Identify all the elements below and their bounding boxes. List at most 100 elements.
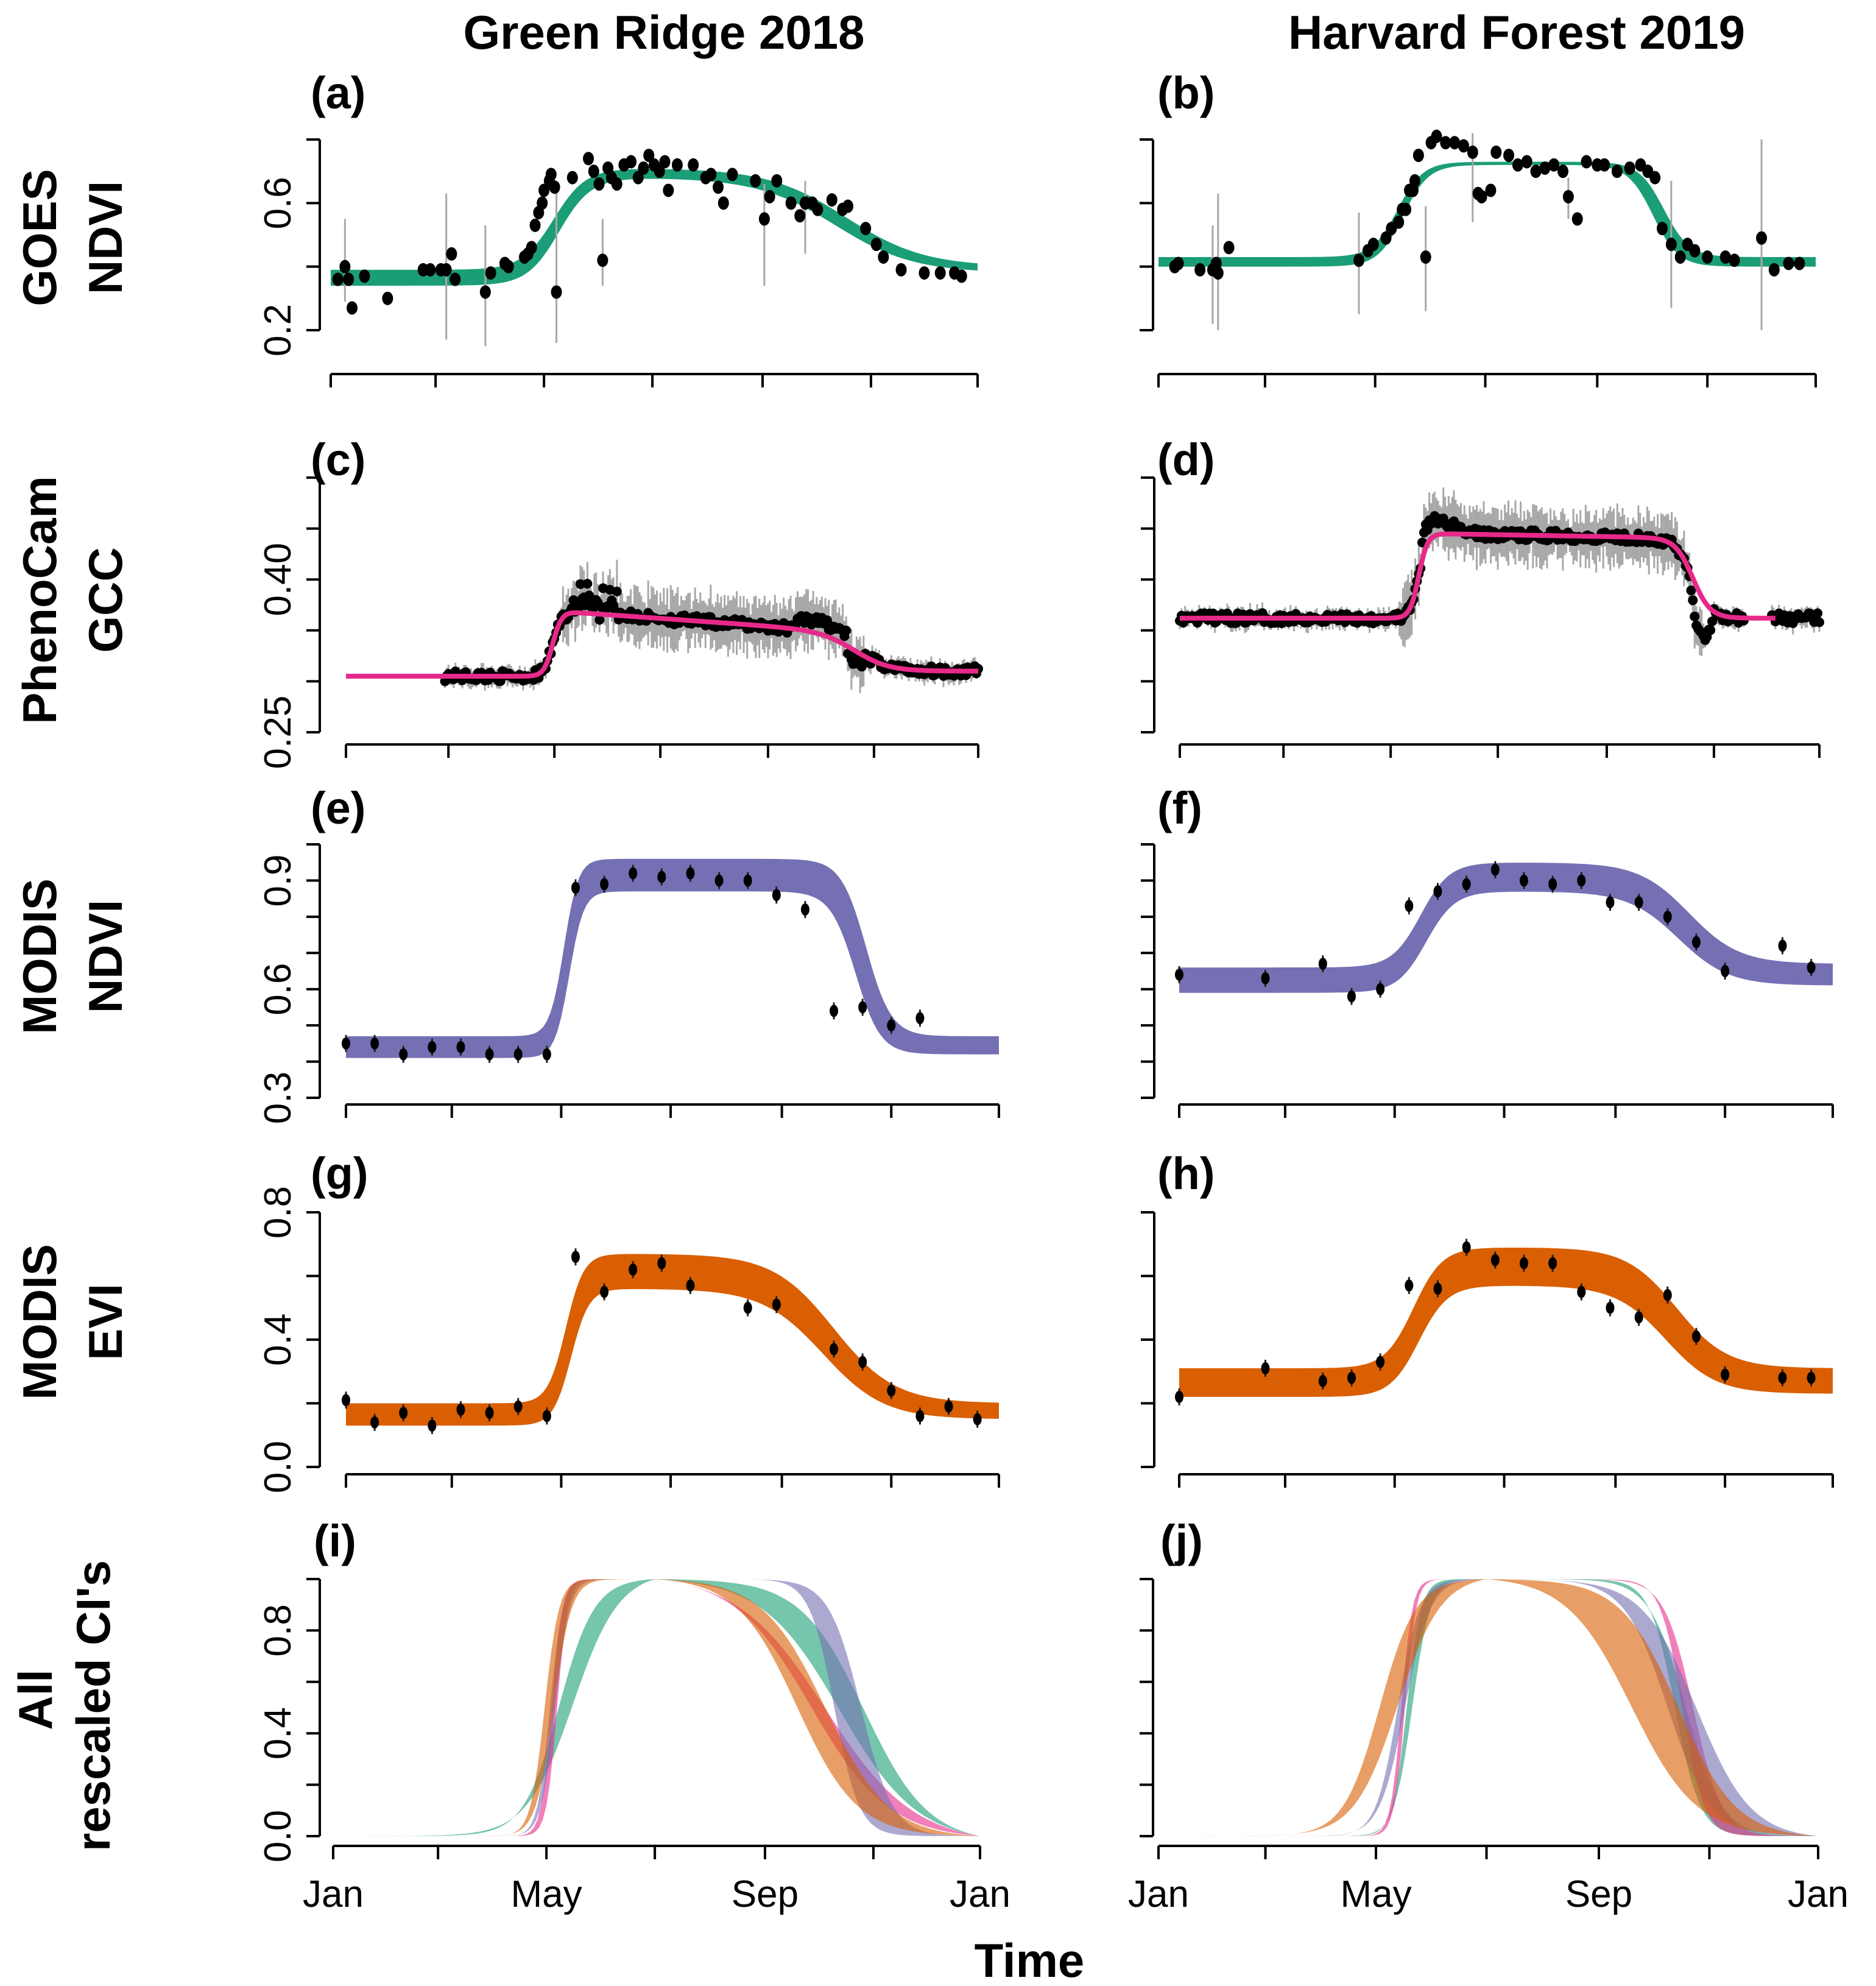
data-point bbox=[542, 1048, 551, 1061]
row-label-line2: NDVI bbox=[79, 900, 132, 1013]
data-point bbox=[479, 285, 491, 299]
data-point bbox=[399, 1407, 408, 1419]
data-point bbox=[870, 238, 882, 252]
data-point bbox=[513, 1048, 523, 1061]
x-tick-label: Jan bbox=[950, 1873, 1010, 1915]
data-point bbox=[1347, 1371, 1356, 1384]
data-point bbox=[1412, 149, 1424, 163]
data-point bbox=[1577, 874, 1586, 887]
data-point bbox=[934, 266, 946, 280]
data-point bbox=[1380, 231, 1392, 245]
y-tick-label: 0.6 bbox=[257, 963, 299, 1016]
data-point bbox=[1405, 900, 1414, 913]
y-tick-label: 0.6 bbox=[257, 177, 299, 229]
data-point bbox=[657, 871, 666, 883]
data-point bbox=[513, 1400, 523, 1413]
data-point bbox=[657, 1257, 666, 1270]
data-point bbox=[428, 1419, 437, 1432]
data-point bbox=[887, 1384, 896, 1397]
data-point bbox=[714, 874, 724, 887]
ci-band-modis-ndvi bbox=[367, 1579, 980, 1836]
y-tick-label: 0.4 bbox=[257, 1707, 299, 1759]
data-point bbox=[1512, 158, 1523, 172]
data-point bbox=[638, 161, 649, 175]
data-point bbox=[826, 193, 838, 207]
data-point bbox=[1376, 1355, 1385, 1368]
data-point bbox=[1663, 910, 1672, 923]
data-point bbox=[764, 189, 775, 203]
data-point bbox=[1663, 1288, 1672, 1301]
data-point bbox=[1172, 256, 1184, 270]
data-point bbox=[1665, 238, 1677, 252]
data-point bbox=[1449, 136, 1461, 150]
panel-c: (c) 0.25 0.40 bbox=[257, 434, 983, 769]
panel-j: (j) Jan May Sep Jan bbox=[1128, 1516, 1849, 1915]
data-point bbox=[551, 285, 562, 299]
panel-f: (f) bbox=[1141, 783, 1834, 1118]
data-point bbox=[1691, 1330, 1701, 1343]
data-point bbox=[1490, 863, 1500, 876]
data-point bbox=[1548, 158, 1560, 172]
y-tick-label: 0.8 bbox=[257, 1186, 299, 1239]
data-point bbox=[425, 263, 436, 277]
x-tick-label: Sep bbox=[1565, 1873, 1632, 1915]
confidence-band bbox=[1179, 1248, 1833, 1397]
panel-label: (j) bbox=[1160, 1516, 1203, 1566]
ci-band-modis-ndvi bbox=[1193, 1579, 1818, 1836]
row-label-line1: MODIS bbox=[13, 1244, 66, 1400]
y-tick-label: 0.4 bbox=[257, 1313, 299, 1366]
data-point bbox=[1376, 983, 1385, 995]
data-point bbox=[1548, 878, 1557, 891]
data-point bbox=[1688, 595, 1698, 606]
data-point bbox=[663, 183, 674, 197]
fitted-line bbox=[346, 610, 978, 679]
row-label-modis-ndvi: MODIS NDVI bbox=[13, 878, 132, 1034]
data-point bbox=[1624, 161, 1635, 175]
row-label-line2: NDVI bbox=[79, 181, 132, 294]
data-point bbox=[632, 171, 644, 185]
data-point bbox=[915, 1410, 925, 1422]
data-point bbox=[597, 253, 608, 267]
y-tick-label: 0.0 bbox=[257, 1441, 299, 1493]
data-point bbox=[1433, 885, 1442, 898]
data-point bbox=[359, 269, 370, 283]
y-tick-label: 0.9 bbox=[257, 854, 299, 906]
data-point bbox=[895, 263, 907, 277]
data-point bbox=[1539, 161, 1551, 175]
panel-h: (h) bbox=[1141, 1148, 1834, 1488]
data-point bbox=[830, 1343, 839, 1355]
data-point bbox=[1813, 608, 1823, 618]
data-point bbox=[1707, 617, 1718, 627]
data-point bbox=[1557, 164, 1568, 178]
row-label-modis-evi: MODIS EVI bbox=[13, 1244, 132, 1400]
data-point bbox=[347, 301, 358, 315]
row-label-line1: MODIS bbox=[13, 878, 66, 1034]
data-point bbox=[526, 241, 537, 255]
row-label-line1: GOES bbox=[13, 169, 66, 306]
data-point bbox=[485, 1407, 494, 1419]
data-point bbox=[671, 158, 683, 172]
data-point bbox=[600, 1285, 609, 1298]
data-point bbox=[858, 1001, 867, 1014]
data-point bbox=[1420, 250, 1431, 264]
data-point bbox=[1686, 585, 1696, 596]
data-point bbox=[785, 196, 797, 210]
panel-label: (g) bbox=[311, 1148, 368, 1199]
confidence-band bbox=[331, 169, 978, 286]
panel-d: (d) bbox=[1141, 434, 1824, 758]
data-point bbox=[342, 1037, 350, 1050]
data-point bbox=[686, 1279, 695, 1292]
data-point bbox=[542, 1410, 551, 1422]
data-point bbox=[446, 247, 457, 261]
data-point bbox=[456, 1041, 465, 1053]
data-point bbox=[485, 1048, 494, 1061]
data-point bbox=[485, 266, 496, 280]
data-point bbox=[1705, 625, 1716, 635]
data-point bbox=[503, 260, 514, 274]
data-point bbox=[1261, 972, 1270, 984]
data-point bbox=[593, 177, 605, 191]
data-point bbox=[1577, 1285, 1586, 1298]
row-label-line1: All bbox=[9, 1669, 62, 1730]
data-point bbox=[1611, 164, 1623, 178]
data-point bbox=[643, 149, 655, 163]
